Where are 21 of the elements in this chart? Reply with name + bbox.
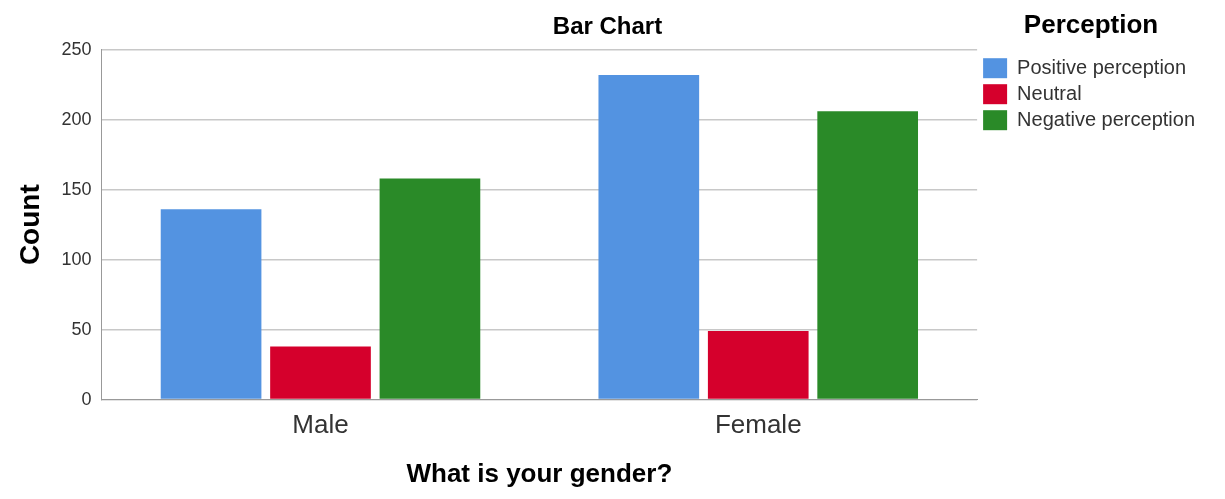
y-tick-label: 50 — [71, 318, 92, 339]
y-tick-label: 150 — [61, 178, 92, 199]
legend-label: Neutral — [1017, 81, 1082, 104]
y-tick-label: 100 — [61, 248, 92, 269]
bar — [598, 74, 700, 399]
y-tick-label: 0 — [81, 388, 92, 409]
legend-label: Negative perception — [1017, 107, 1195, 130]
x-tick-label: Male — [292, 409, 349, 440]
legend-label: Positive perception — [1017, 55, 1187, 78]
bar — [270, 346, 371, 399]
y-tick-label: 250 — [61, 38, 92, 59]
y-axis-title: Count — [13, 184, 45, 266]
x-tick-label: Female — [714, 409, 802, 440]
bar — [379, 178, 481, 399]
bar — [817, 111, 919, 399]
bar — [160, 209, 262, 399]
bar — [707, 331, 809, 399]
legend-title: Perception — [1023, 9, 1159, 40]
chart-title: Bar Chart — [552, 12, 663, 40]
y-tick-label: 200 — [61, 108, 92, 129]
x-axis-title: What is your gender? — [406, 457, 673, 488]
